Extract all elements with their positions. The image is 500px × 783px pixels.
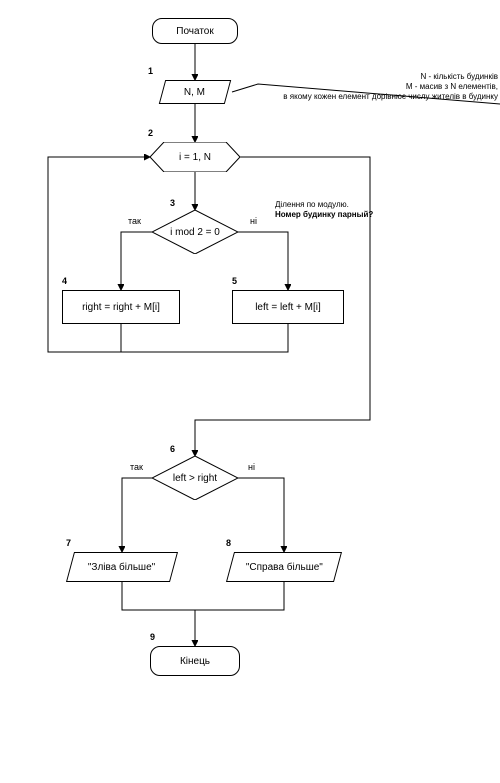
node-start-label: Початок [176,26,214,37]
edge-cond1-yes: так [126,216,143,226]
annot-mod: Ділення по модулю. Номер будинку парный? [275,200,373,220]
annot-nm: N - кількість будинків M - масив з N еле… [280,72,498,102]
node-cond2: left > right [152,456,238,500]
node-loop: i = 1, N [150,142,240,172]
step-4: 4 [62,276,67,286]
annot-nm-l3: в якому кожен елемент дорівнює числу жит… [280,92,498,102]
node-cond1: i mod 2 = 0 [152,210,238,254]
node-out-left: "Зліва більше" [66,552,178,582]
step-5: 5 [232,276,237,286]
node-proc-left-label: left = left + M[i] [255,302,321,313]
step-8: 8 [226,538,231,548]
node-proc-left: left = left + M[i] [232,290,344,324]
edge-cond1-no: ні [248,216,259,226]
node-input: N, M [159,80,231,104]
flowchart-canvas: Початок 1 N, M 2 i = 1, N 3 i mod 2 = 0 … [0,0,500,783]
edge-cond2-yes: так [128,462,145,472]
edge-cond2-no: ні [246,462,257,472]
node-out-right-label: "Справа більше" [246,562,323,573]
node-input-label: N, M [184,87,205,98]
node-start: Початок [152,18,238,44]
node-proc-right-label: right = right + M[i] [82,302,160,313]
node-out-left-label: "Зліва більше" [88,562,155,573]
node-loop-label: i = 1, N [150,142,240,172]
node-out-right: "Справа більше" [226,552,342,582]
annot-mod-l2: Номер будинку парный? [275,210,373,220]
step-7: 7 [66,538,71,548]
step-3: 3 [170,198,175,208]
step-2: 2 [148,128,153,138]
node-cond2-label: left > right [152,456,238,500]
step-1: 1 [148,66,153,76]
node-cond1-label: i mod 2 = 0 [152,210,238,254]
node-proc-right: right = right + M[i] [62,290,180,324]
step-6: 6 [170,444,175,454]
node-end-label: Кінець [180,656,210,667]
node-end: Кінець [150,646,240,676]
annot-mod-l1: Ділення по модулю. [275,200,373,210]
annot-nm-l2: M - масив з N елементів, [280,82,498,92]
step-9: 9 [150,632,155,642]
annot-nm-l1: N - кількість будинків [280,72,498,82]
flow-edges [0,0,500,783]
